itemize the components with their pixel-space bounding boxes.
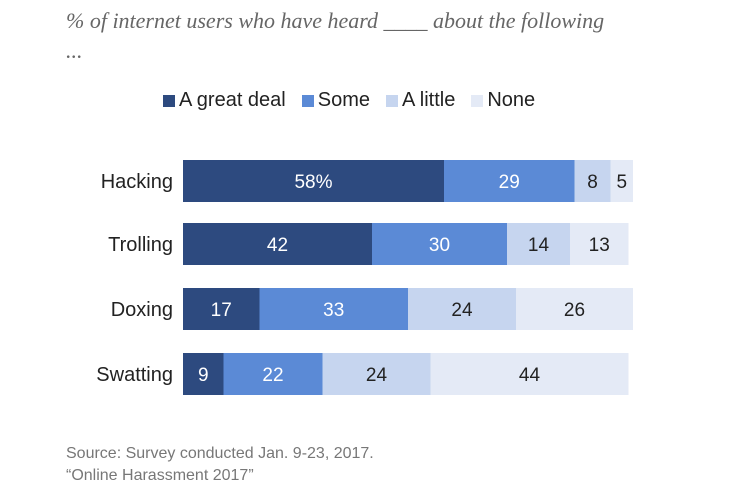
data-label: 17 — [211, 300, 232, 321]
bar-segment — [183, 288, 260, 330]
bar-segment — [372, 223, 507, 265]
category-label: Swatting — [96, 364, 173, 386]
data-label: 9 — [198, 365, 209, 386]
legend-item: A great deal — [163, 89, 286, 112]
legend-item: A little — [386, 89, 455, 112]
data-label: 29 — [499, 172, 520, 193]
legend-label: None — [487, 89, 536, 111]
bar-segment — [183, 160, 444, 202]
bar-segment — [574, 160, 611, 202]
legend-swatch — [301, 94, 314, 107]
data-label: 5 — [616, 172, 627, 193]
data-label: 26 — [564, 300, 585, 321]
bar-segment — [516, 288, 633, 330]
data-label: 42 — [267, 235, 288, 256]
bar-segment — [444, 160, 575, 202]
bar-segment — [408, 288, 516, 330]
legend-item: Some — [301, 89, 370, 112]
legend-label: Some — [317, 89, 370, 111]
data-label: 24 — [451, 300, 473, 321]
data-label: 8 — [587, 172, 598, 193]
bar-segment — [322, 353, 431, 395]
source-note: Source: Survey conducted Jan. 9-23, 2017… — [66, 443, 374, 487]
source-line: Source: Survey conducted Jan. 9-23, 2017… — [66, 445, 374, 462]
data-label: 44 — [519, 365, 541, 386]
data-label: 33 — [323, 300, 344, 321]
category-label: Doxing — [111, 299, 173, 321]
category-label: Hacking — [101, 171, 173, 193]
bar-segment — [570, 223, 629, 265]
bar-segment — [183, 223, 372, 265]
bar-segment — [259, 288, 408, 330]
legend-swatch — [163, 94, 175, 107]
chart-title: % of internet users who have heard ____ … — [66, 8, 605, 63]
data-label: 22 — [262, 365, 283, 386]
bar-segment — [610, 160, 633, 202]
legend-label: A little — [402, 89, 456, 111]
data-label: 24 — [366, 365, 388, 386]
legend: A great deal Some A little None — [163, 89, 535, 112]
category-label: Trolling — [108, 234, 173, 256]
bar-segment — [430, 353, 629, 395]
data-label: 13 — [589, 235, 610, 256]
bar-segment — [183, 353, 224, 395]
data-label: 58% — [294, 172, 332, 193]
data-label: 14 — [528, 235, 550, 256]
source-line: “Online Harassment 2017” — [66, 467, 254, 484]
legend-item: None — [471, 89, 535, 112]
bar-segment — [507, 223, 570, 265]
bar-segment — [223, 353, 323, 395]
legend-label: A great deal — [179, 89, 286, 111]
data-label: 30 — [429, 235, 450, 256]
legend-swatch — [386, 94, 398, 107]
legend-swatch — [471, 94, 484, 107]
